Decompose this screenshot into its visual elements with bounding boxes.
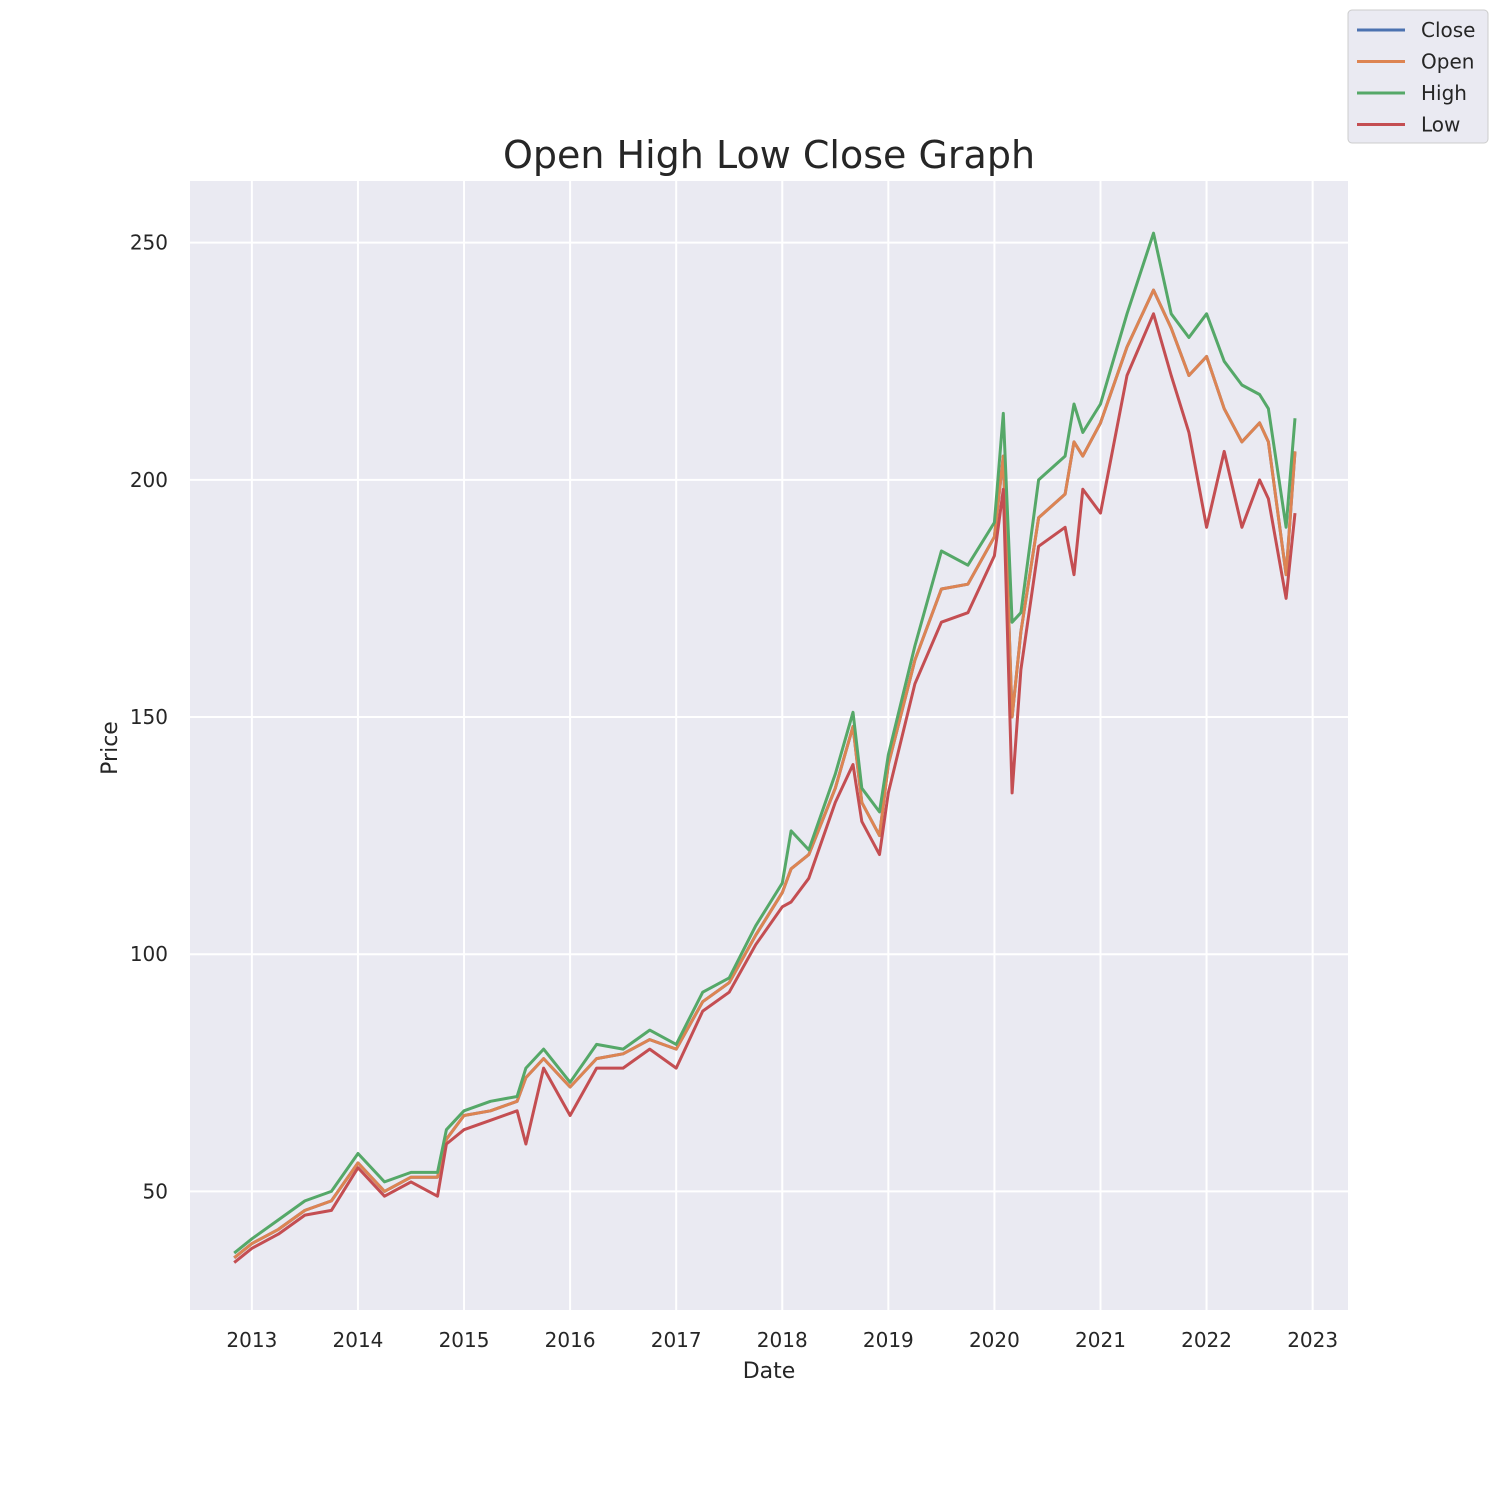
x-tick-label: 2023 [1287,1328,1338,1352]
x-tick-label: 2015 [439,1328,490,1352]
x-tick-label: 2013 [226,1328,277,1352]
y-tick-label: 100 [130,942,168,966]
plot-background [190,181,1348,1310]
y-tick-label: 50 [143,1179,168,1203]
series-lines [233,231,1297,1264]
legend-label-open: Open [1421,50,1474,74]
chart-title: Open High Low Close Graph [503,133,1035,177]
x-tick-label: 2017 [651,1328,702,1352]
x-tick-label: 2019 [863,1328,914,1352]
x-tick-label: 2020 [969,1328,1020,1352]
series-line-high [233,231,1297,1255]
y-tick-label: 200 [130,468,168,492]
x-tick-label: 2018 [757,1328,808,1352]
legend-label-close: Close [1421,18,1475,42]
x-tick-label: 2021 [1075,1328,1126,1352]
legend: Close Open High Low [1347,9,1489,144]
y-tick-label: 150 [130,705,168,729]
y-tick-label: 250 [130,231,168,255]
x-tick-labels: 2013 2014 2015 2016 2017 2018 2019 2020 2021 2022… [226,1328,1338,1352]
legend-label-high: High [1421,81,1467,105]
y-axis-label: Price [98,721,123,775]
x-tick-label: 2022 [1181,1328,1232,1352]
x-tick-label: 2016 [545,1328,596,1352]
x-tick-label: 2014 [333,1328,384,1352]
legend-label-low: Low [1421,113,1460,137]
y-tick-labels: 50 100 150 200 250 [130,231,168,1204]
legend-frame [1347,9,1489,144]
x-axis-label: Date [743,1359,796,1384]
series-line-low [233,312,1297,1264]
